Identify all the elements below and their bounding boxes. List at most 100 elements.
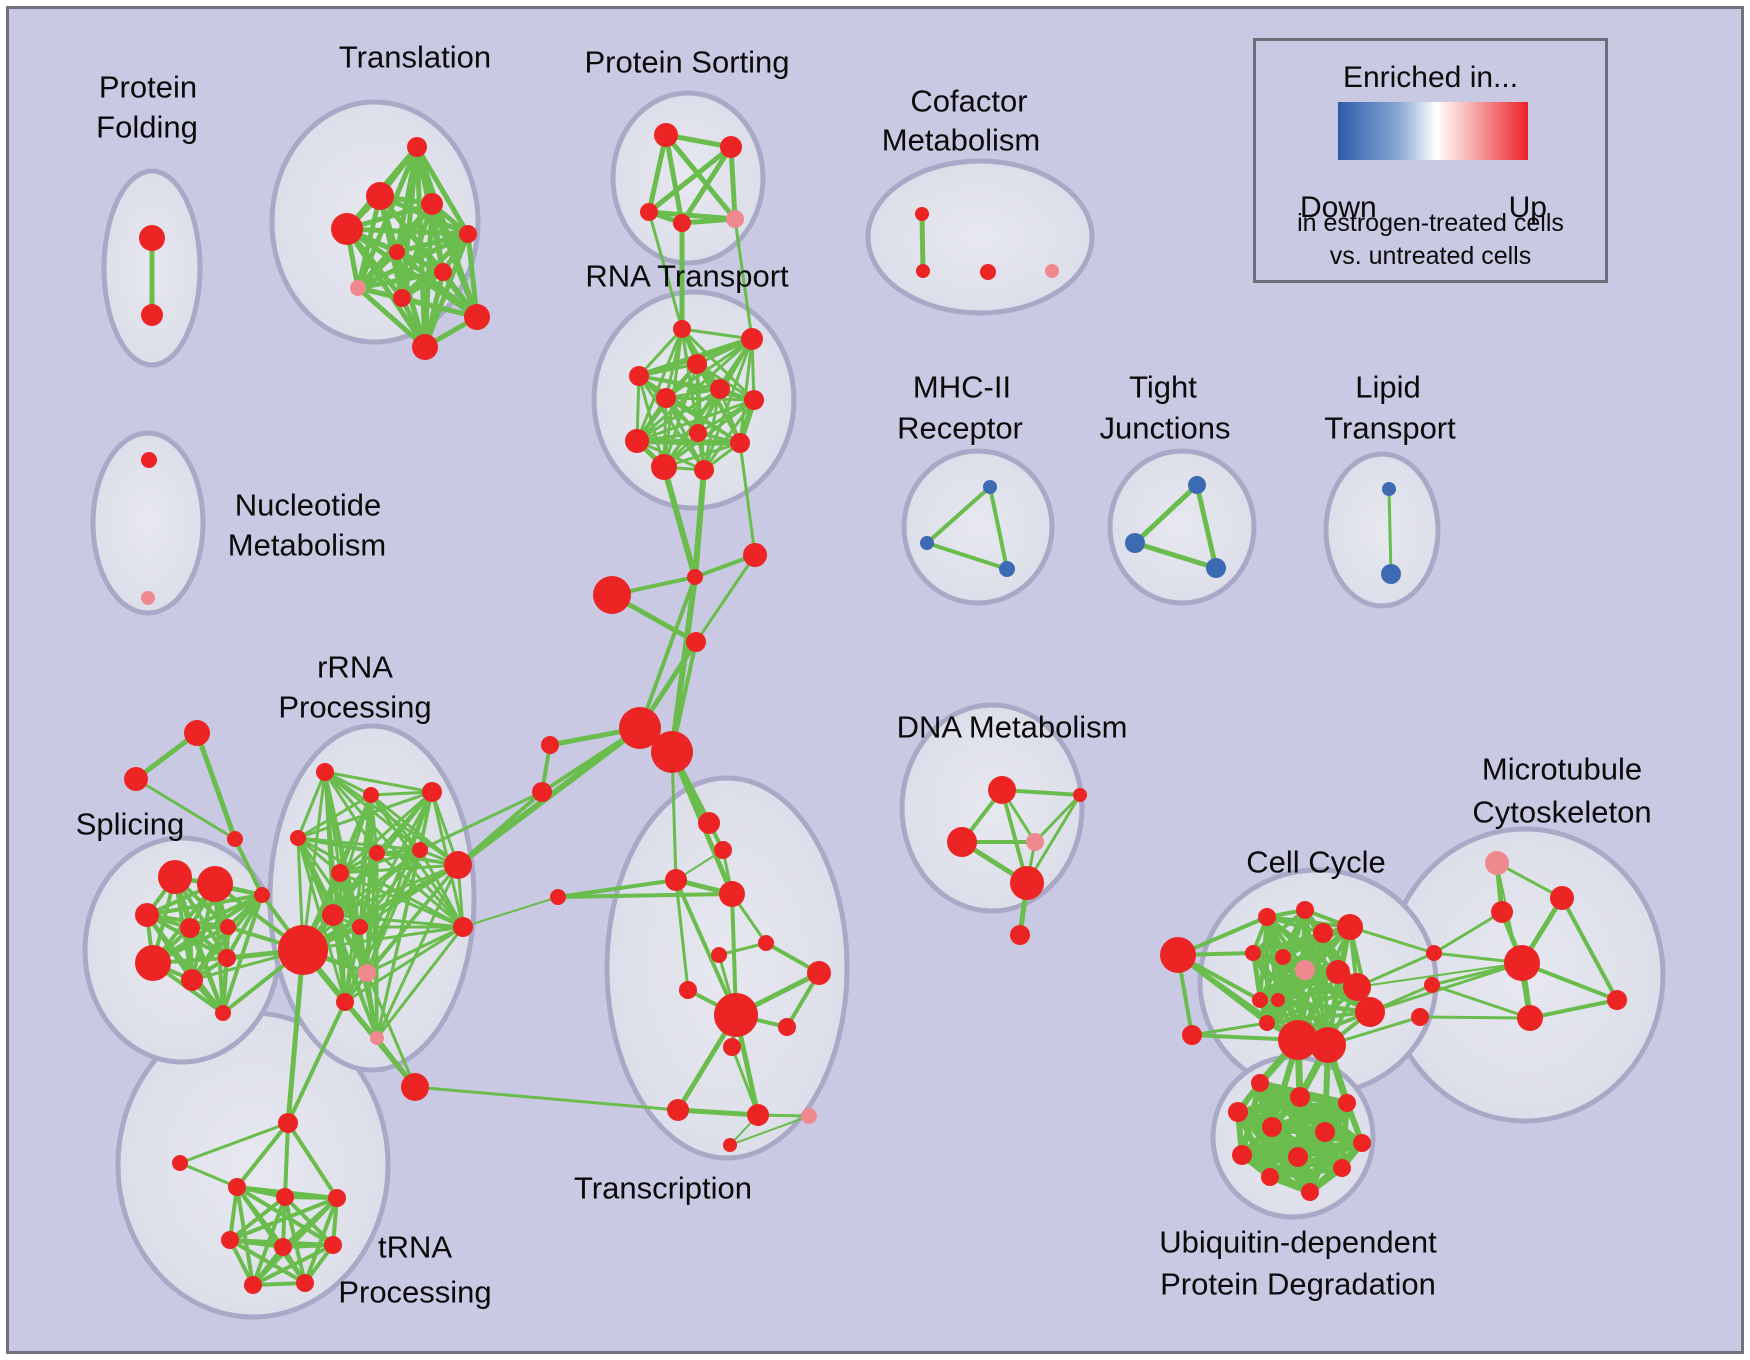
node-tn6[interactable] (274, 1238, 292, 1256)
node-r6[interactable] (710, 379, 730, 399)
node-n2[interactable] (141, 591, 155, 605)
node-mt1[interactable] (1550, 886, 1574, 910)
node-r3[interactable] (687, 354, 707, 374)
node-sp4[interactable] (180, 918, 200, 938)
node-m4[interactable] (686, 632, 706, 652)
node-h2[interactable] (619, 707, 661, 749)
node-mh3[interactable] (999, 561, 1015, 577)
node-u7[interactable] (1353, 1134, 1371, 1152)
node-tr5[interactable] (550, 889, 566, 905)
node-n1[interactable] (141, 452, 157, 468)
node-tj1[interactable] (1188, 476, 1206, 494)
node-rr2[interactable] (363, 787, 379, 803)
node-mh1[interactable] (983, 480, 997, 494)
node-m5[interactable] (541, 736, 559, 754)
node-cc5[interactable] (1245, 945, 1261, 961)
node-h3[interactable] (651, 731, 693, 773)
node-rrp2[interactable] (370, 1031, 384, 1045)
node-sp1[interactable] (158, 860, 192, 894)
node-r4[interactable] (629, 366, 649, 386)
node-sp5[interactable] (254, 887, 270, 903)
node-cc1[interactable] (1160, 937, 1196, 973)
node-sp9[interactable] (218, 949, 236, 967)
node-rr6[interactable] (444, 851, 472, 879)
node-mt5[interactable] (1517, 1005, 1543, 1031)
node-lt1[interactable] (1382, 482, 1396, 496)
node-mt6[interactable] (1607, 990, 1627, 1010)
node-c2[interactable] (916, 264, 930, 278)
node-mth[interactable] (1504, 945, 1540, 981)
node-rh[interactable] (278, 925, 328, 975)
node-tn2[interactable] (228, 1178, 246, 1196)
node-cc12[interactable] (1271, 993, 1285, 1007)
node-t8[interactable] (350, 280, 366, 296)
node-sp10[interactable] (215, 1005, 231, 1021)
node-sp6[interactable] (220, 919, 236, 935)
node-u9[interactable] (1288, 1147, 1308, 1167)
node-t1[interactable] (407, 137, 427, 157)
node-s1[interactable] (184, 720, 210, 746)
node-tn8[interactable] (244, 1276, 262, 1294)
node-tr3[interactable] (665, 869, 687, 891)
node-r9[interactable] (625, 429, 649, 453)
node-tj2[interactable] (1125, 533, 1145, 553)
node-rr1[interactable] (316, 763, 334, 781)
node-rr17[interactable] (453, 917, 473, 937)
node-u5[interactable] (1262, 1117, 1282, 1137)
node-tr15[interactable] (723, 1138, 737, 1152)
node-u8[interactable] (1232, 1145, 1252, 1165)
node-rr7[interactable] (331, 864, 349, 882)
node-cc7[interactable] (1313, 923, 1333, 943)
node-rrp1[interactable] (358, 964, 376, 982)
node-r11[interactable] (651, 454, 677, 480)
node-tr2[interactable] (714, 841, 732, 859)
node-d2[interactable] (947, 827, 977, 857)
node-tn7[interactable] (324, 1236, 342, 1254)
node-c1[interactable] (915, 207, 929, 221)
node-u12[interactable] (1301, 1183, 1319, 1201)
node-r8[interactable] (689, 424, 707, 442)
node-t4[interactable] (331, 213, 363, 245)
node-r2[interactable] (741, 328, 763, 350)
node-tn1[interactable] (172, 1155, 188, 1171)
node-mh2[interactable] (920, 536, 934, 550)
node-mtp[interactable] (1485, 851, 1509, 875)
node-ps4[interactable] (673, 214, 691, 232)
node-u2[interactable] (1290, 1087, 1310, 1107)
node-d5[interactable] (1010, 866, 1044, 900)
node-trh[interactable] (714, 993, 758, 1037)
node-mt3[interactable] (1426, 945, 1442, 961)
node-tr1[interactable] (698, 812, 720, 834)
node-t6[interactable] (389, 244, 405, 260)
node-cc8[interactable] (1337, 914, 1363, 940)
node-ps2[interactable] (720, 136, 742, 158)
node-cc2[interactable] (1182, 1025, 1202, 1045)
node-rr5[interactable] (412, 842, 428, 858)
node-m6[interactable] (532, 782, 552, 802)
node-t9[interactable] (393, 289, 411, 307)
node-rr4[interactable] (369, 845, 385, 861)
node-ps5[interactable] (726, 210, 744, 228)
node-cc10[interactable] (1343, 973, 1371, 1001)
node-m2[interactable] (743, 543, 767, 567)
node-u4[interactable] (1228, 1102, 1248, 1122)
node-m1[interactable] (687, 569, 703, 585)
node-rr9[interactable] (290, 830, 306, 846)
node-ps1[interactable] (654, 123, 678, 147)
node-cc13[interactable] (1259, 1015, 1275, 1031)
node-tr10[interactable] (778, 1018, 796, 1036)
node-mt7[interactable] (1411, 1008, 1429, 1026)
node-pf1[interactable] (139, 225, 165, 251)
node-r10[interactable] (730, 433, 750, 453)
node-cc4[interactable] (1296, 901, 1314, 919)
node-mt2[interactable] (1491, 901, 1513, 923)
node-u11[interactable] (1261, 1168, 1279, 1186)
node-u3[interactable] (1338, 1094, 1356, 1112)
node-u6[interactable] (1315, 1122, 1335, 1142)
node-lt2[interactable] (1381, 564, 1401, 584)
node-d6[interactable] (1010, 925, 1030, 945)
node-tr11[interactable] (723, 1038, 741, 1056)
node-tn4[interactable] (328, 1189, 346, 1207)
node-rr13[interactable] (401, 1073, 429, 1101)
node-sp8[interactable] (181, 969, 203, 991)
